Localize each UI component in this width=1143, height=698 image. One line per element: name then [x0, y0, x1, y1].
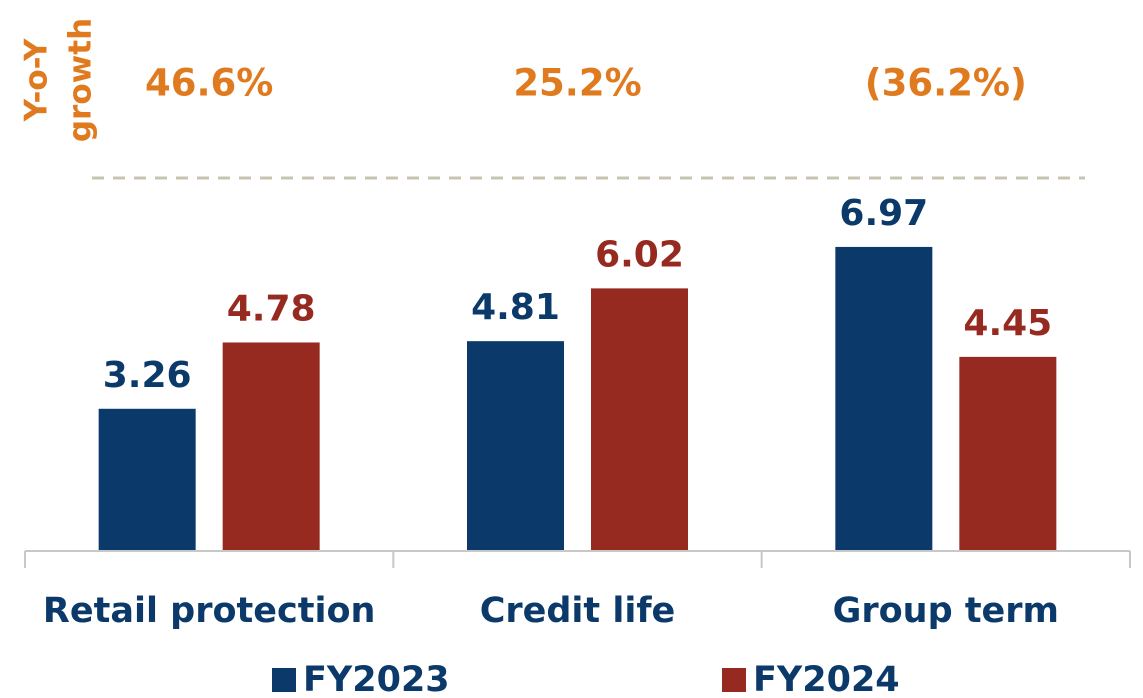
data-label: 4.81: [471, 287, 560, 328]
data-label: 6.02: [595, 234, 684, 275]
x-tick-label: Credit life: [480, 591, 676, 631]
legend-swatch: [722, 668, 746, 692]
data-label: 3.26: [103, 355, 192, 396]
growth-title: Y-o-Y: [19, 38, 55, 122]
data-label: 4.78: [227, 288, 316, 329]
legend-label: FY2024: [753, 660, 900, 698]
growth-label: 46.6%: [145, 62, 273, 105]
bar: [591, 288, 688, 551]
bar: [959, 356, 1057, 551]
legend-swatch: [272, 668, 296, 692]
data-label: 6.97: [839, 193, 928, 234]
legend-label: FY2023: [303, 660, 450, 698]
growth-title: growth: [63, 18, 99, 142]
bar: [467, 341, 564, 551]
bar: [835, 246, 933, 551]
x-tick-label: Retail protection: [43, 591, 375, 631]
growth-label: 25.2%: [513, 62, 641, 105]
x-tick-label: Group term: [833, 591, 1059, 631]
data-label: 4.45: [963, 303, 1052, 344]
bar: [222, 342, 320, 551]
growth-label: (36.2%): [865, 62, 1027, 105]
bar: [98, 408, 196, 551]
